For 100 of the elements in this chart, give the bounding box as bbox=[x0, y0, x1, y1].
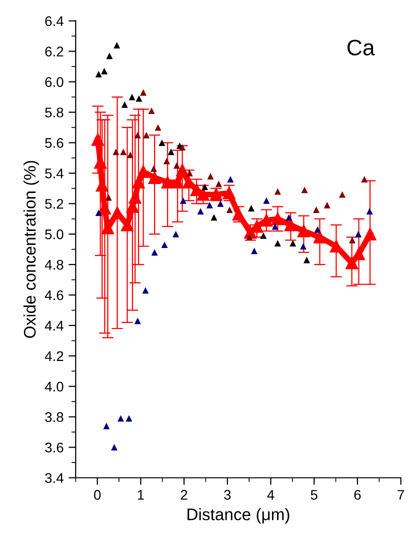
point bbox=[217, 200, 224, 207]
point bbox=[180, 197, 186, 204]
point bbox=[248, 204, 255, 212]
point bbox=[274, 240, 281, 246]
point bbox=[246, 234, 253, 240]
y-tick-label: 4.6 bbox=[44, 290, 64, 300]
point bbox=[112, 148, 120, 156]
point bbox=[105, 194, 112, 201]
y-tick-label: 3.4 bbox=[45, 473, 64, 483]
point bbox=[120, 148, 127, 156]
point bbox=[206, 202, 213, 208]
point bbox=[117, 415, 124, 422]
x-tick-label: 2 bbox=[180, 490, 188, 500]
point bbox=[168, 148, 174, 156]
point bbox=[366, 208, 373, 214]
y-tick-label: 5.2 bbox=[45, 198, 64, 209]
point bbox=[349, 236, 356, 244]
point bbox=[140, 89, 147, 96]
x-tick-label: 0 bbox=[94, 490, 101, 500]
y-tick-label: 5.6 bbox=[45, 138, 64, 148]
point bbox=[314, 230, 326, 244]
point bbox=[301, 186, 308, 194]
point bbox=[142, 287, 149, 294]
y-tick-label: 4.0 bbox=[44, 382, 64, 392]
point bbox=[134, 132, 141, 138]
point bbox=[196, 188, 210, 201]
point bbox=[313, 206, 320, 213]
point bbox=[110, 444, 118, 451]
point bbox=[186, 170, 193, 176]
point bbox=[114, 42, 120, 48]
point bbox=[355, 230, 362, 238]
point bbox=[171, 176, 184, 189]
point bbox=[137, 165, 150, 178]
point bbox=[154, 124, 162, 131]
point bbox=[134, 318, 141, 324]
y-tick-label: 6.4 bbox=[45, 16, 64, 26]
y-tick-label: 4.4 bbox=[44, 320, 64, 330]
point bbox=[274, 188, 281, 195]
point bbox=[95, 70, 102, 78]
point bbox=[300, 243, 307, 250]
annotation: Ca bbox=[348, 40, 375, 56]
point bbox=[161, 241, 168, 248]
y-tick-label: 4.8 bbox=[44, 260, 64, 270]
x-tick-label: 7 bbox=[398, 490, 404, 500]
point bbox=[303, 256, 310, 264]
point bbox=[163, 158, 170, 164]
point bbox=[128, 94, 136, 100]
point bbox=[173, 162, 180, 169]
point bbox=[132, 176, 145, 189]
point bbox=[127, 152, 134, 158]
point bbox=[172, 230, 180, 238]
point bbox=[215, 180, 222, 188]
point bbox=[364, 228, 376, 240]
point bbox=[150, 165, 157, 172]
point bbox=[136, 95, 142, 102]
point bbox=[103, 422, 110, 430]
point bbox=[176, 164, 189, 176]
y-tick-label: 4.2 bbox=[44, 351, 64, 361]
point bbox=[210, 214, 218, 221]
x-tick-label: 1 bbox=[138, 490, 144, 500]
point bbox=[148, 171, 161, 184]
point bbox=[346, 256, 358, 270]
point bbox=[207, 172, 214, 180]
point bbox=[272, 223, 278, 230]
point bbox=[286, 214, 292, 221]
point bbox=[151, 249, 158, 256]
point bbox=[271, 212, 284, 226]
x-tick-label: 4 bbox=[267, 490, 274, 500]
y-tick-label: 5.4 bbox=[45, 168, 64, 178]
point bbox=[284, 218, 297, 232]
point bbox=[260, 214, 273, 227]
point bbox=[227, 176, 234, 183]
point bbox=[290, 240, 296, 246]
point bbox=[179, 144, 186, 151]
y-tick-label: 6.2 bbox=[45, 46, 64, 56]
point bbox=[226, 206, 233, 213]
y-tick-label: 3.8 bbox=[45, 412, 64, 422]
point bbox=[263, 197, 270, 204]
point bbox=[251, 248, 258, 254]
y-tick-label: 5.8 bbox=[45, 108, 64, 118]
point bbox=[95, 210, 102, 216]
y-axis-title: Oxide concentration (%) bbox=[23, 160, 39, 338]
point bbox=[314, 226, 321, 233]
x-tick-label: 5 bbox=[310, 490, 318, 500]
point bbox=[106, 52, 113, 60]
point bbox=[297, 224, 310, 238]
point bbox=[126, 415, 132, 422]
y-tick-label: 3.6 bbox=[45, 442, 64, 452]
y-tick-label: 6.0 bbox=[45, 77, 64, 87]
point bbox=[143, 132, 150, 138]
point bbox=[161, 176, 174, 189]
point bbox=[148, 107, 155, 114]
point bbox=[361, 176, 368, 183]
point bbox=[92, 133, 104, 146]
x-tick-label: 6 bbox=[354, 490, 361, 500]
x-tick-label: 3 bbox=[224, 490, 231, 500]
point bbox=[260, 232, 267, 239]
point bbox=[121, 101, 128, 108]
point bbox=[158, 139, 166, 146]
point bbox=[324, 202, 330, 208]
